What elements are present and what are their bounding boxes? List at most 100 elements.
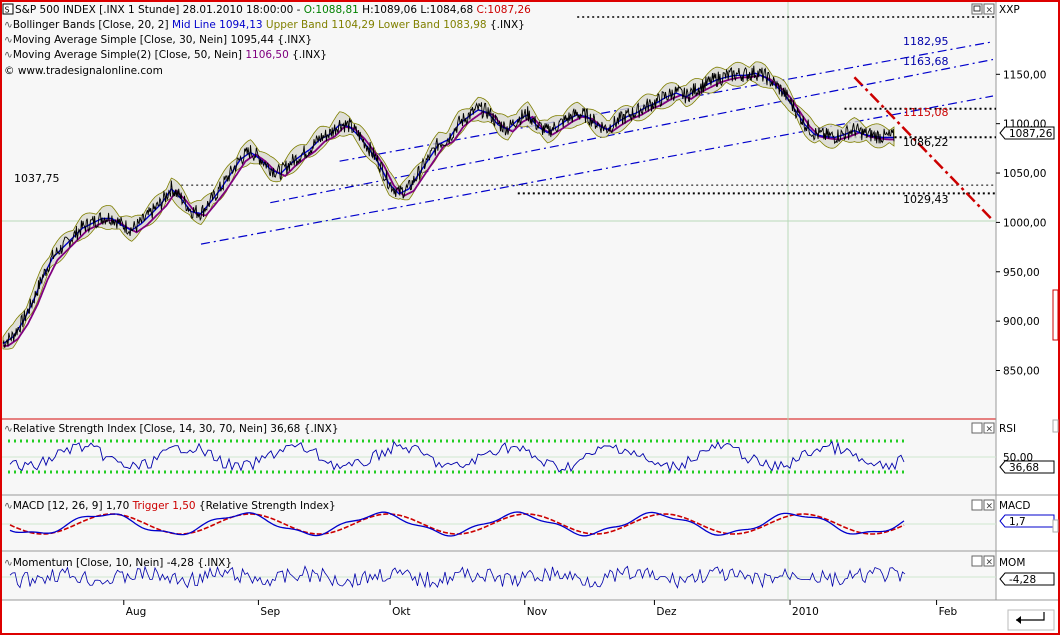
restore-icon[interactable] bbox=[971, 499, 983, 511]
annotation-1163: 1163,68 bbox=[903, 55, 949, 68]
trend-line-red_downtrend bbox=[853, 76, 994, 222]
y-tick-label: 1150,00 bbox=[1003, 69, 1046, 81]
y-tick-label: 1000,00 bbox=[1003, 217, 1046, 229]
macd-badge: 1,7 bbox=[999, 514, 1055, 528]
close-icon[interactable] bbox=[983, 422, 995, 434]
annotation-1029: 1029,43 bbox=[903, 193, 949, 206]
mom-panel-controls[interactable]: × bbox=[971, 555, 995, 568]
x-tick-label: Nov bbox=[527, 606, 548, 618]
ma50-line bbox=[3, 74, 894, 347]
wave-icon: ∿ bbox=[4, 34, 13, 46]
annotation-1086: 1086,22 bbox=[903, 136, 949, 149]
svg-text:∿MACD [12, 26, 9] 1,70 Tri: ∿MACD [12, 26, 9] 1,70 Trigger 1,50 {Rel… bbox=[4, 500, 336, 512]
svg-text:×: × bbox=[986, 502, 994, 512]
price-series-line bbox=[2, 65, 895, 348]
y-tick-label: 900,00 bbox=[1003, 316, 1040, 328]
wave-icon: ∿ bbox=[4, 557, 13, 569]
wave-icon: ∿ bbox=[4, 19, 13, 31]
momentum-panel-lines bbox=[2, 565, 996, 589]
x-axis-ticks: Aug Sep Okt Nov Dez 2010 Feb bbox=[123, 600, 958, 618]
macd-panel-controls[interactable]: × bbox=[971, 499, 995, 512]
header-title: S&P 500 INDEX [.INX 1 Stunde] 28.01.2010… bbox=[15, 4, 301, 16]
x-tick-label: 2010 bbox=[792, 606, 819, 618]
rsi-panel-controls[interactable]: × bbox=[971, 422, 995, 435]
x-tick-label: Okt bbox=[392, 606, 410, 618]
ma50-legend-prefix: Moving Average Simple(2) [Close, 50, Nei… bbox=[13, 49, 242, 61]
bb-legend-upper: Upper Band 1104,29 bbox=[266, 19, 375, 31]
axis-scroll-handle[interactable] bbox=[1052, 419, 1059, 433]
wave-icon: ∿ bbox=[4, 423, 13, 435]
svg-text:×: × bbox=[986, 425, 994, 435]
main-panel-controls[interactable]: × bbox=[971, 3, 995, 16]
close-icon[interactable] bbox=[983, 3, 995, 15]
rsi-title: Relative Strength Index [Close, 14, 30, … bbox=[13, 423, 339, 435]
axis-scroll-handle[interactable] bbox=[1052, 289, 1059, 341]
navigate-back-icon[interactable] bbox=[1007, 609, 1055, 631]
restore-icon[interactable] bbox=[971, 422, 983, 434]
wave-icon: ∿ bbox=[4, 49, 13, 61]
svg-text:∿Momentum [Close, 10, Nein] -4: ∿Momentum [Close, 10, Nein] -4,28 {.INX} bbox=[4, 557, 232, 569]
svg-text:∿Bollinger Bands [Close, 20, 2: ∿Bollinger Bands [Close, 20, 2] Mid Line… bbox=[4, 19, 525, 31]
rsi-axis-label: RSI bbox=[999, 423, 1016, 435]
symbol-icon: S bbox=[5, 6, 10, 15]
restore-icon[interactable] bbox=[971, 3, 983, 15]
y-tick-label: 1050,00 bbox=[1003, 168, 1046, 180]
svg-text:∿Relative Strength Index [Clos: ∿Relative Strength Index [Close, 14, 30,… bbox=[4, 423, 339, 435]
mom-axis-label: MOM bbox=[999, 557, 1025, 569]
price-badge: 1087,26 bbox=[999, 126, 1055, 140]
bollinger-band-area bbox=[2, 61, 895, 350]
header-close: C:1087,26 bbox=[477, 4, 532, 16]
bb-legend-lower: Lower Band 1083,98 bbox=[378, 19, 487, 31]
main-axis-label: XXP bbox=[999, 4, 1020, 16]
svg-text:∿Moving Average Simple(2) [Clo: ∿Moving Average Simple(2) [Close, 50, Ne… bbox=[4, 49, 327, 61]
axis-scroll-handle[interactable] bbox=[1052, 519, 1059, 533]
macd-trigger: Trigger 1,50 bbox=[132, 500, 196, 512]
header-low: L:1084,68 bbox=[420, 4, 473, 16]
bb-legend-suffix: {.INX} bbox=[490, 19, 525, 31]
svg-text:×: × bbox=[986, 558, 994, 568]
wave-icon: ∿ bbox=[4, 500, 13, 512]
bb-legend-prefix: Bollinger Bands [Close, 20, 2] bbox=[13, 19, 169, 31]
ma30-legend: Moving Average Simple [Close, 30, Nein] … bbox=[13, 34, 312, 46]
rsi-badge: 36,68 bbox=[999, 460, 1055, 474]
svg-text:36,68: 36,68 bbox=[1009, 462, 1039, 474]
header-high: H:1089,06 bbox=[362, 4, 417, 16]
bb-legend-mid: Mid Line 1094,13 bbox=[172, 19, 263, 31]
svg-text:S&P 500 INDEX [.INX 1 Stunde]: S&P 500 INDEX [.INX 1 Stunde] 28.01.2010… bbox=[15, 4, 531, 16]
trend-line-channel_upper bbox=[339, 41, 994, 162]
y-tick-label: 950,00 bbox=[1003, 267, 1040, 279]
macd-line bbox=[9, 511, 905, 537]
svg-text:1,7: 1,7 bbox=[1009, 516, 1026, 528]
rsi-line bbox=[9, 440, 905, 473]
annotation-1115: 1115,08 bbox=[903, 106, 949, 119]
x-tick-label: Sep bbox=[260, 606, 280, 618]
x-tick-label: Dez bbox=[656, 606, 677, 618]
ma50-legend-value: 1106,50 bbox=[245, 49, 288, 61]
annotation-1037: 1037,75 bbox=[14, 172, 60, 185]
header-open: O:1088,81 bbox=[304, 4, 359, 16]
mom-title: Momentum [Close, 10, Nein] -4,28 {.INX} bbox=[13, 557, 232, 569]
x-tick-label: Feb bbox=[939, 606, 958, 618]
macd-suffix: {Relative Strength Index} bbox=[199, 500, 336, 512]
copyright: © www.tradesignalonline.com bbox=[4, 65, 163, 77]
y-tick-label: 850,00 bbox=[1003, 366, 1040, 378]
close-icon[interactable] bbox=[983, 555, 995, 567]
price-line bbox=[2, 65, 895, 348]
svg-text:×: × bbox=[986, 6, 994, 16]
trend-line-channel_lower bbox=[200, 95, 994, 245]
rsi-panel-lines bbox=[2, 439, 996, 474]
svg-text:∿Moving Average Simple [Close,: ∿Moving Average Simple [Close, 30, Nein]… bbox=[4, 34, 312, 46]
svg-text:1087,26: 1087,26 bbox=[1009, 128, 1053, 140]
ma50-legend-suffix: {.INX} bbox=[292, 49, 327, 61]
mom-badge: -4,28 bbox=[999, 572, 1055, 586]
restore-icon[interactable] bbox=[971, 555, 983, 567]
svg-text:-4,28: -4,28 bbox=[1009, 574, 1036, 586]
macd-panel-lines bbox=[2, 511, 996, 537]
x-tick-label: Aug bbox=[126, 606, 147, 618]
close-icon[interactable] bbox=[983, 499, 995, 511]
annotation-1182: 1182,95 bbox=[903, 35, 949, 48]
macd-title: MACD [12, 26, 9] 1,70 bbox=[13, 500, 129, 512]
